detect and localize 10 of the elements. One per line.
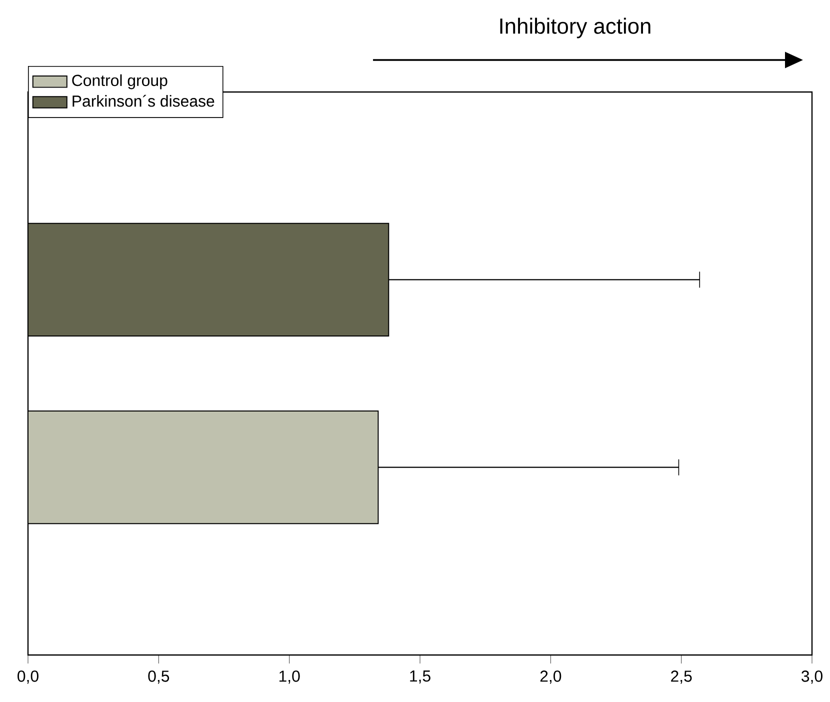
legend-label: Parkinson´s disease <box>72 94 214 107</box>
x-tick-label: 0,5 <box>148 670 170 684</box>
x-tick-label: 3,0 <box>802 670 822 684</box>
x-tick-label: 2,0 <box>540 670 562 684</box>
x-tick-label: 1,0 <box>279 670 300 684</box>
legend-label: Control group <box>72 74 168 90</box>
x-tick-label: 2,5 <box>671 670 692 684</box>
x-tick-label: 0,0 <box>18 670 38 684</box>
x-tick-label: 1,5 <box>410 670 430 684</box>
text: Inhibitory action <box>500 18 650 38</box>
